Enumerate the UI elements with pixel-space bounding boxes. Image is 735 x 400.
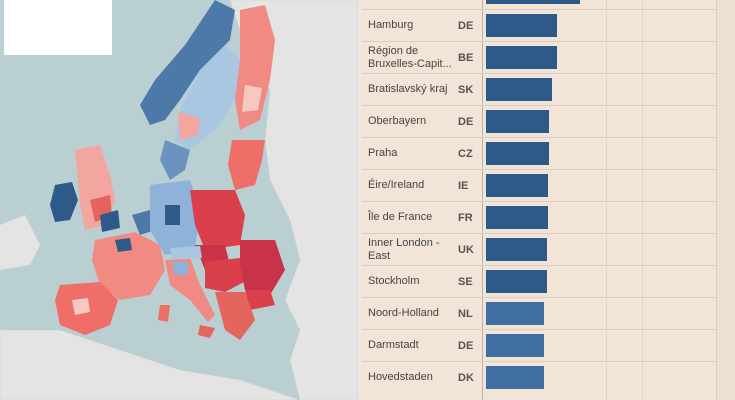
bar-cell — [486, 138, 718, 169]
country-code: DE — [458, 339, 474, 352]
region-name: Noord-Holland — [368, 307, 439, 319]
region-name: Darmstadt — [368, 339, 419, 351]
region-name: Région de Bruxelles-Capit... — [368, 44, 452, 70]
data-bar[interactable] — [486, 302, 544, 325]
table-row[interactable]: Hamburg DE — [362, 9, 718, 41]
bar-cell — [486, 202, 718, 233]
bar-cell — [486, 42, 718, 73]
country-code: SE — [458, 275, 473, 288]
data-bar[interactable] — [486, 78, 552, 101]
scroll-gutter[interactable] — [716, 0, 735, 400]
table-row[interactable]: Praha CZ — [362, 137, 718, 169]
bar-cell — [486, 234, 718, 265]
europe-map-graphic — [0, 0, 358, 400]
data-bar[interactable] — [486, 366, 544, 389]
data-bar[interactable] — [486, 46, 557, 69]
bar-axis-baseline — [482, 0, 483, 400]
bar-cell — [486, 330, 718, 361]
region-name: Inner London - East — [368, 236, 440, 262]
region-name: Oberbayern — [368, 115, 427, 127]
top-partial-bar — [486, 0, 580, 4]
country-code: DE — [458, 115, 474, 128]
bar-cell — [486, 170, 718, 201]
table-row[interactable]: Île de France FR — [362, 201, 718, 233]
country-code: DE — [458, 19, 474, 32]
country-code: UK — [458, 243, 474, 256]
table-row[interactable]: Inner London - East UK — [362, 233, 718, 265]
table-row[interactable]: Bratislavský kraj SK — [362, 73, 718, 105]
country-code: CZ — [458, 147, 473, 160]
bar-cell — [486, 298, 718, 329]
data-bar[interactable] — [486, 14, 557, 37]
country-code: IE — [458, 179, 469, 192]
country-code: SK — [458, 83, 474, 96]
data-bar[interactable] — [486, 270, 547, 293]
country-code: FR — [458, 211, 473, 224]
country-code: NL — [458, 307, 473, 320]
data-bar[interactable] — [486, 142, 549, 165]
bar-cell — [486, 362, 718, 393]
region-name: Stockholm — [368, 275, 420, 287]
bar-cell — [486, 74, 718, 105]
table-row[interactable]: Région de Bruxelles-Capit... BE — [362, 41, 718, 73]
region-name: Hamburg — [368, 19, 414, 31]
table-row[interactable]: Oberbayern DE — [362, 105, 718, 137]
country-code: BE — [458, 51, 474, 64]
data-bar[interactable] — [486, 110, 549, 133]
data-bar[interactable] — [486, 238, 547, 261]
region-name: Hovedstaden — [368, 371, 433, 383]
regional-map[interactable] — [0, 0, 359, 400]
gridline — [605, 0, 607, 400]
bar-cell — [486, 106, 718, 137]
table-row[interactable]: Noord-Holland NL — [362, 297, 718, 329]
region-name: Bratislavský kraj — [368, 83, 448, 95]
gridline — [641, 0, 643, 400]
table-row[interactable]: Éire/Ireland IE — [362, 169, 718, 201]
region-name: Éire/Ireland — [368, 179, 425, 191]
data-bar[interactable] — [486, 334, 544, 357]
data-bar[interactable] — [486, 206, 548, 229]
region-name: Praha — [368, 147, 398, 159]
table-row[interactable]: Stockholm SE — [362, 265, 718, 297]
region-name: Île de France — [368, 211, 433, 223]
map-legend-box — [4, 0, 112, 55]
table-row[interactable]: Hovedstaden DK — [362, 361, 718, 393]
bar-cell — [486, 10, 718, 41]
data-bar[interactable] — [486, 174, 548, 197]
country-code: DK — [458, 371, 474, 384]
table-row[interactable]: Darmstadt DE — [362, 329, 718, 361]
bar-cell — [486, 266, 718, 297]
